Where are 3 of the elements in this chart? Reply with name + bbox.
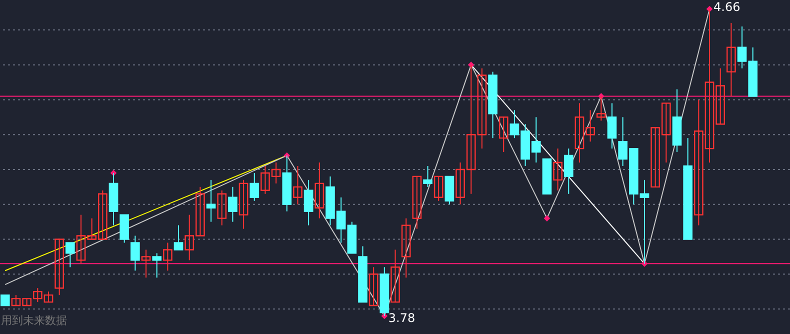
annotation: 4.66 xyxy=(714,0,740,14)
annotation: 用到未来数据 xyxy=(1,314,67,327)
annotation: 3.78 xyxy=(388,311,416,325)
